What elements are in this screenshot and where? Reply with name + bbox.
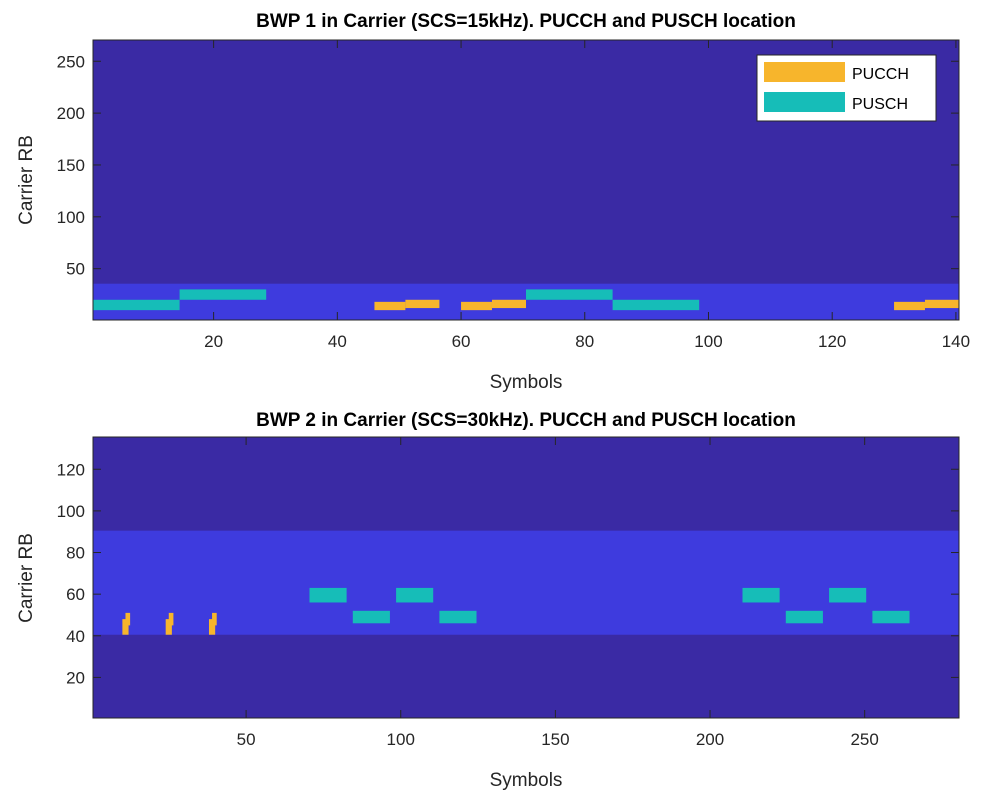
y-tick-label: 150 [57,156,85,175]
x-tick-label: 80 [575,332,594,351]
pucch-region [374,301,406,311]
legend-swatch-pucch [764,62,845,82]
pucch-region [165,619,172,635]
pusch-region [179,289,267,300]
pusch-region [742,587,780,603]
pucch-region [122,619,129,635]
y-tick-label: 100 [57,208,85,227]
pusch-region [93,299,180,311]
axes-box [92,39,960,321]
x-tick-label: 140 [942,332,970,351]
pucch-region [168,612,174,626]
pucch-region [125,612,131,626]
x-tick-label: 150 [541,730,569,749]
legend-swatch-pusch [764,92,845,112]
subplot-bwp1: BWP 1 in Carrier (SCS=15kHz). PUCCH and … [16,11,970,393]
x-tick-label: 250 [850,730,878,749]
pusch-region [785,610,823,624]
pusch-region [439,610,477,624]
y-tick-label: 40 [66,627,85,646]
pucch-region [461,301,492,311]
pusch-region [526,289,613,300]
pucch-region [924,299,959,309]
x-tick-label: 200 [696,730,724,749]
y-tick-label: 100 [57,502,85,521]
plot-area-bwp2: 50 100 150 200 250 20 40 60 80 100 120 [57,436,960,749]
legend-label-pucch: PUCCH [852,66,909,83]
y-tick-label: 250 [57,52,85,71]
x-axis-label-bwp2: Symbols [490,770,563,791]
pucch-region [491,299,526,309]
bwp-band [93,530,959,635]
y-tick-label: 20 [66,668,85,687]
y-tick-label: 80 [66,544,85,563]
y-tick-label: 120 [57,460,85,479]
subplot-bwp2: BWP 2 in Carrier (SCS=30kHz). PUCCH and … [16,410,960,791]
legend-label-pusch: PUSCH [852,96,908,113]
legend: PUCCH PUSCH [756,54,937,122]
pusch-region [309,587,347,603]
pusch-region [352,610,390,624]
y-tick-label: 50 [66,260,85,279]
y-axis-label-bwp1: Carrier RB [16,135,37,225]
pusch-region [872,610,910,624]
axes-box [92,436,960,719]
y-axis-label-bwp2: Carrier RB [16,533,37,623]
pucch-region [212,612,217,626]
x-tick-label: 40 [328,332,347,351]
x-tick-label: 100 [694,332,722,351]
pusch-region [396,587,434,603]
pucch-region [208,619,216,635]
pusch-region [612,299,700,311]
x-tick-label: 120 [818,332,846,351]
x-tick-label: 60 [452,332,471,351]
chart-title-bwp2: BWP 2 in Carrier (SCS=30kHz). PUCCH and … [256,410,796,431]
chart-title-bwp1: BWP 1 in Carrier (SCS=15kHz). PUCCH and … [256,11,796,32]
x-tick-label: 100 [387,730,415,749]
pucch-region [405,299,440,309]
y-tick-label: 60 [66,585,85,604]
y-tick-label: 200 [57,104,85,123]
pucch-region [894,301,925,311]
x-tick-label: 20 [204,332,223,351]
pusch-region [829,587,867,603]
x-axis-label-bwp1: Symbols [490,372,563,393]
x-tick-label: 50 [237,730,256,749]
